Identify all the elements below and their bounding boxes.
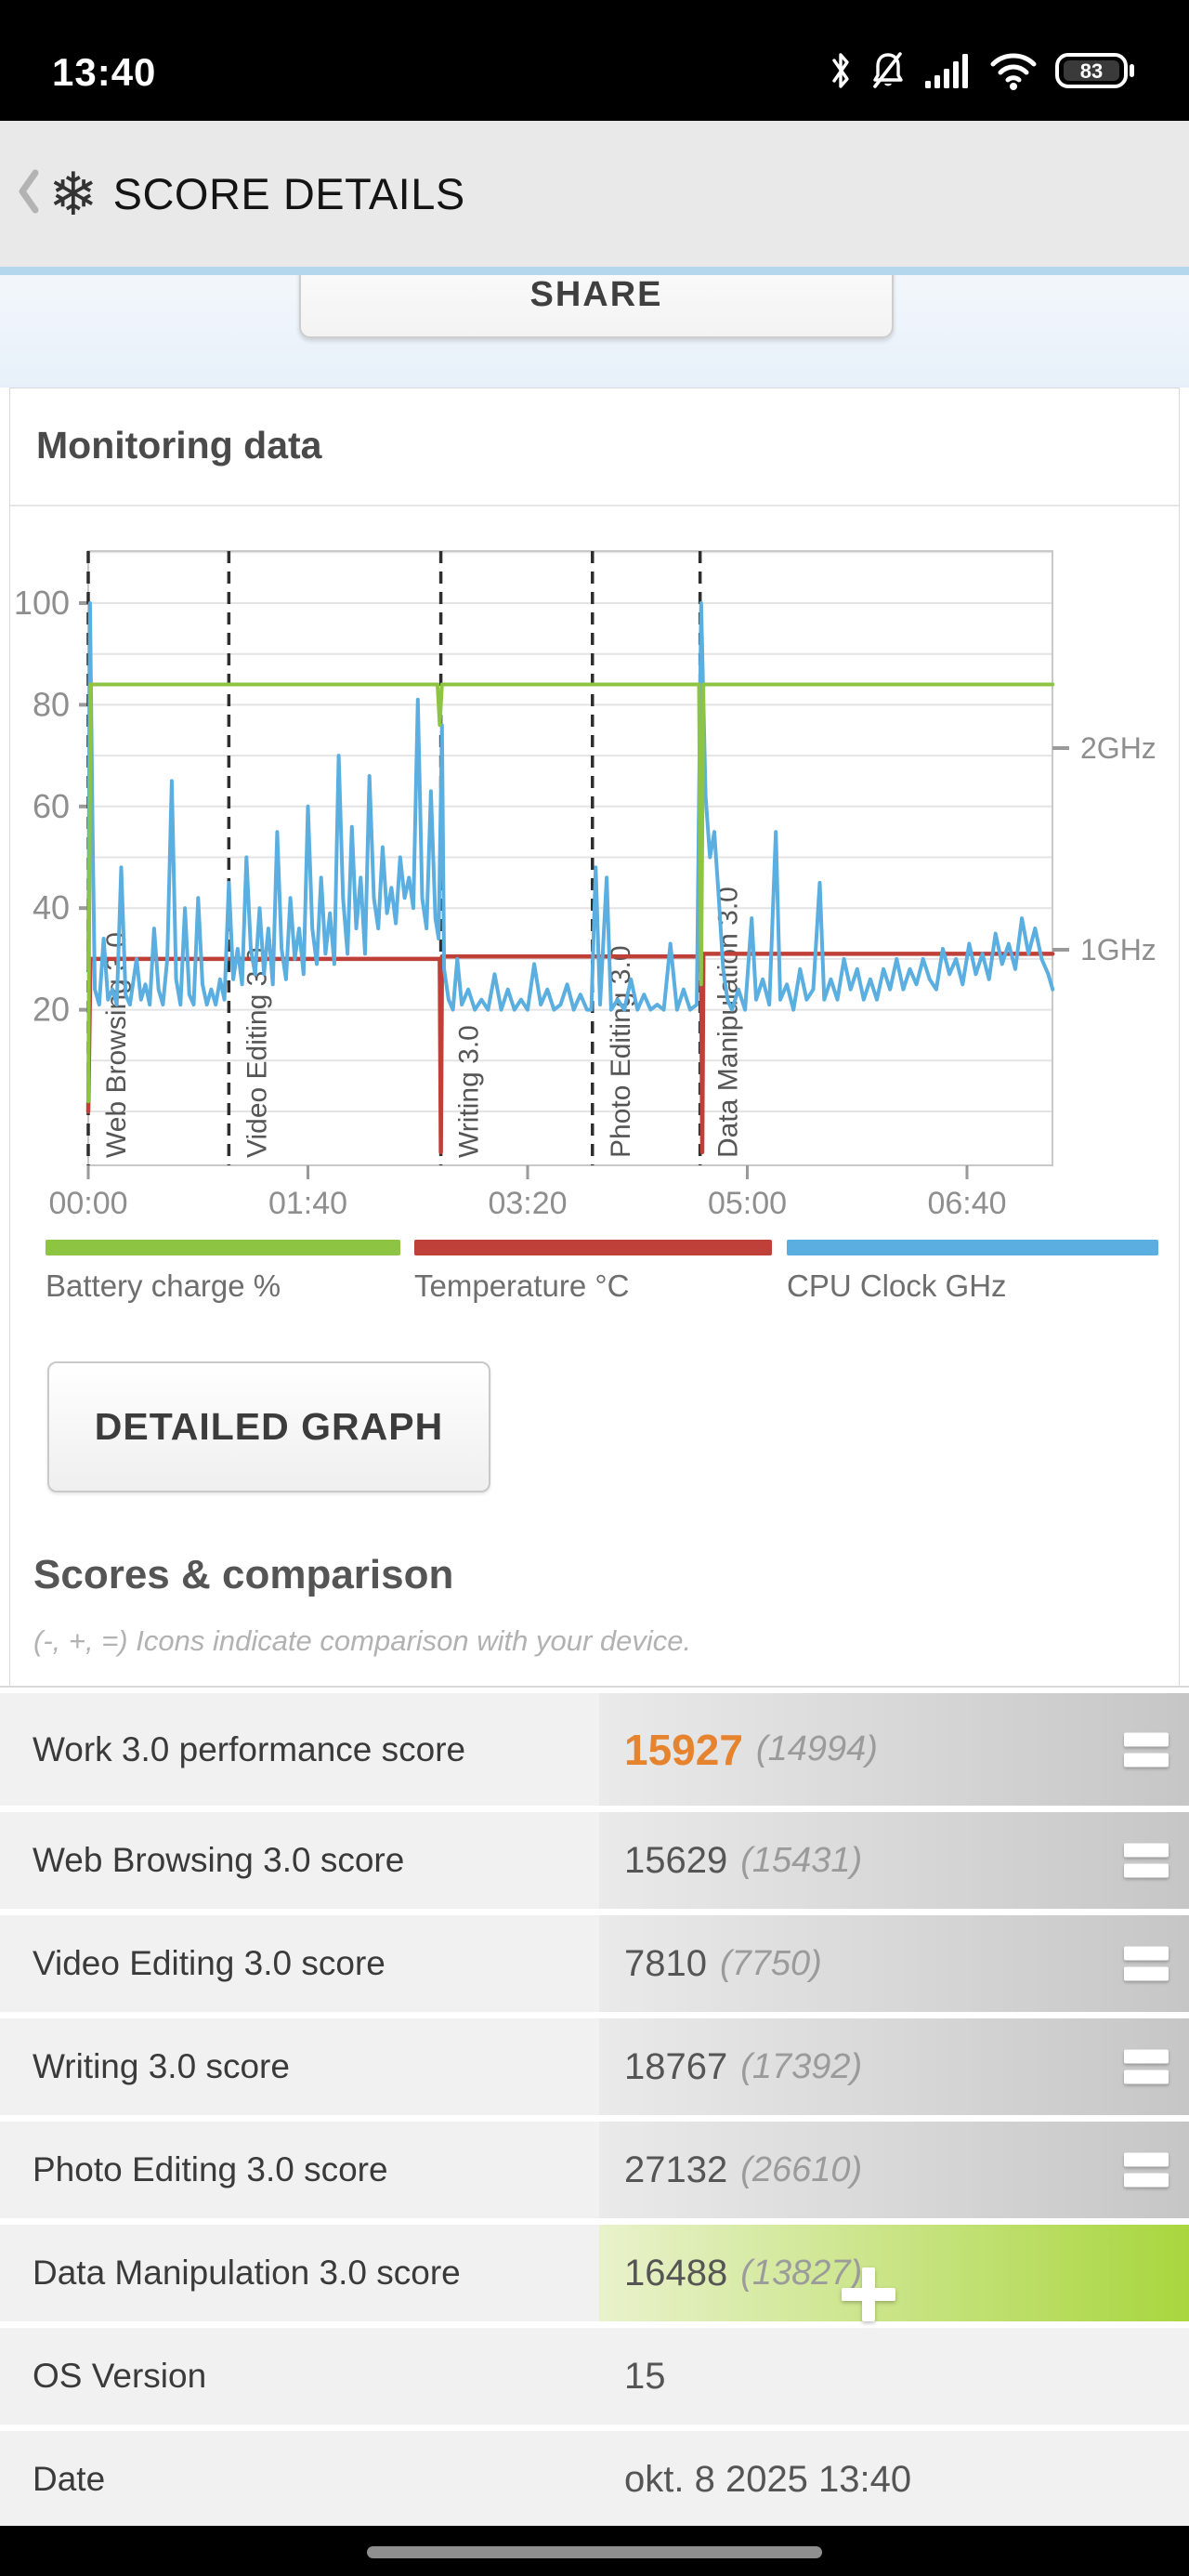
divider [10,505,1179,506]
share-section: SHARE [0,275,1189,388]
row-reference-value: (14994) [755,1729,878,1768]
detailed-graph-button[interactable]: DETAILED GRAPH [47,1361,490,1492]
legend-swatch [46,1240,400,1255]
row-label: Data Manipulation 3.0 score [0,2225,599,2321]
y-axis-label: 80 [33,685,70,723]
row-value: 27132 [624,2149,728,2190]
row-value-cell: 27132 (26610) [599,2122,1189,2218]
row-label: Web Browsing 3.0 score [0,1812,599,1909]
wifi-icon [988,49,1039,97]
legend-label: CPU Clock GHz [787,1268,1007,1303]
row-reference-value: (13827) [740,2253,863,2293]
row-reference-value: (7750) [719,1943,822,1983]
row-value: 15 [624,2355,666,2397]
bluetooth-icon [829,49,853,97]
battery-percent: 83 [1080,59,1103,83]
row-reference-value: (26610) [740,2149,863,2189]
row-label: Writing 3.0 score [0,2018,599,2115]
row-label: Work 3.0 performance score [0,1693,599,1806]
table-row[interactable]: Work 3.0 performance score 15927 (14994) [0,1693,1189,1806]
header-accent-strip [0,267,1189,275]
battery-icon: 83 [1055,49,1137,97]
chart-legend: Battery charge % Temperature °C CPU Clock … [10,1240,1179,1342]
x-axis-label: 01:40 [268,1186,347,1221]
table-row[interactable]: Photo Editing 3.0 score 27132 (26610) [0,2122,1189,2218]
y-axis-label: 40 [33,888,70,927]
row-value: okt. 8 2025 13:40 [624,2458,912,2500]
scores-heading: Scores & comparison [33,1552,454,1597]
row-value: 16488 [624,2252,728,2293]
comparison-plus-icon [842,2267,896,2321]
row-value-cell: 16488 (13827) [599,2225,1189,2321]
row-value-cell: 7810 (7750) [599,1915,1189,2012]
legend-item: Temperature °C [414,1240,772,1304]
scores-table: Work 3.0 performance score 15927 (14994) We… [0,1686,1189,2534]
signal-strength-icon [923,49,972,97]
right-axis-label: 2GHz [1080,731,1156,765]
row-value-cell: 15 [599,2328,1189,2425]
row-value: 15629 [624,1839,728,1881]
comparison-equal-icon [1124,1946,1169,1981]
comparison-equal-icon [1124,2152,1169,2188]
app-header: ❄ SCORE DETAILS [0,121,1189,267]
legend-label: Battery charge % [46,1268,281,1303]
legend-item: Battery charge % [46,1240,400,1304]
table-row[interactable]: Writing 3.0 score 18767 (17392) [0,2018,1189,2115]
table-row[interactable]: Date okt. 8 2025 13:40 [0,2431,1189,2528]
series-temperature-c [85,952,1055,1155]
scores-subtitle: (-, +, =) Icons indicate comparison with… [33,1624,692,1657]
monitoring-card: Monitoring data 20 40 60 80 100 00:00 01:40 03:… [9,388,1180,1686]
table-row[interactable]: Web Browsing 3.0 score 15629 (15431) [0,1812,1189,1909]
comparison-equal-icon [1124,2049,1169,2084]
row-value: 15927 [624,1725,743,1774]
y-axis-label: 60 [33,787,70,825]
row-value-cell: 15629 (15431) [599,1812,1189,1909]
legend-swatch [787,1240,1158,1255]
row-value: 18767 [624,2045,728,2087]
comparison-equal-icon [1124,1843,1169,1878]
y-axis-label: 100 [14,584,70,622]
table-row[interactable]: Data Manipulation 3.0 score 16488 (13827) [0,2225,1189,2321]
row-value: 7810 [624,1942,707,1984]
status-icons: 83 [829,49,1137,97]
legend-label: Temperature °C [414,1268,630,1303]
home-indicator[interactable] [367,2546,822,2558]
android-nav-bar [0,2526,1189,2576]
app-logo-snowflake-icon: ❄ [48,160,98,228]
x-axis-label: 03:20 [488,1186,567,1221]
comparison-equal-icon [1124,1732,1169,1767]
phase-label: Writing 3.0 [454,1025,485,1158]
row-label: Video Editing 3.0 score [0,1915,599,2012]
row-value-cell: okt. 8 2025 13:40 [599,2431,1189,2528]
phase-label: Video Editing 3.0 [242,948,272,1158]
share-button[interactable]: SHARE [299,275,894,338]
x-axis-label: 05:00 [708,1186,787,1221]
status-bar: 13:40 [0,0,1189,121]
row-reference-value: (17392) [740,2046,863,2086]
row-label: Date [0,2431,599,2528]
right-axis-label: 1GHz [1080,933,1156,966]
back-button[interactable] [15,167,43,220]
table-row[interactable]: OS Version 15 [0,2328,1189,2425]
row-reference-value: (15431) [740,1840,863,1880]
series-cpu-clock-ghz [86,601,1055,1012]
legend-swatch [414,1240,772,1255]
row-value-cell: 18767 (17392) [599,2018,1189,2115]
monitoring-title: Monitoring data [36,424,322,467]
page-title: SCORE DETAILS [112,169,465,218]
row-label: Photo Editing 3.0 score [0,2122,599,2218]
row-value-cell: 15927 (14994) [599,1693,1189,1806]
x-axis-label: 00:00 [48,1186,127,1221]
monitoring-chart: 20 40 60 80 100 00:00 01:40 03:20 05:00 06:40 1GHz… [14,550,1156,1221]
notifications-off-icon [869,49,907,97]
series-battery-charge- [86,682,1055,1104]
status-time: 13:40 [52,50,157,94]
y-axis-label: 20 [33,991,70,1029]
x-axis-label: 06:40 [927,1186,1006,1221]
row-label: OS Version [0,2328,599,2425]
divider [0,1686,1189,1688]
phase-label: Data Manipulation 3.0 [713,887,744,1158]
legend-item: CPU Clock GHz [787,1240,1158,1304]
table-row[interactable]: Video Editing 3.0 score 7810 (7750) [0,1915,1189,2012]
